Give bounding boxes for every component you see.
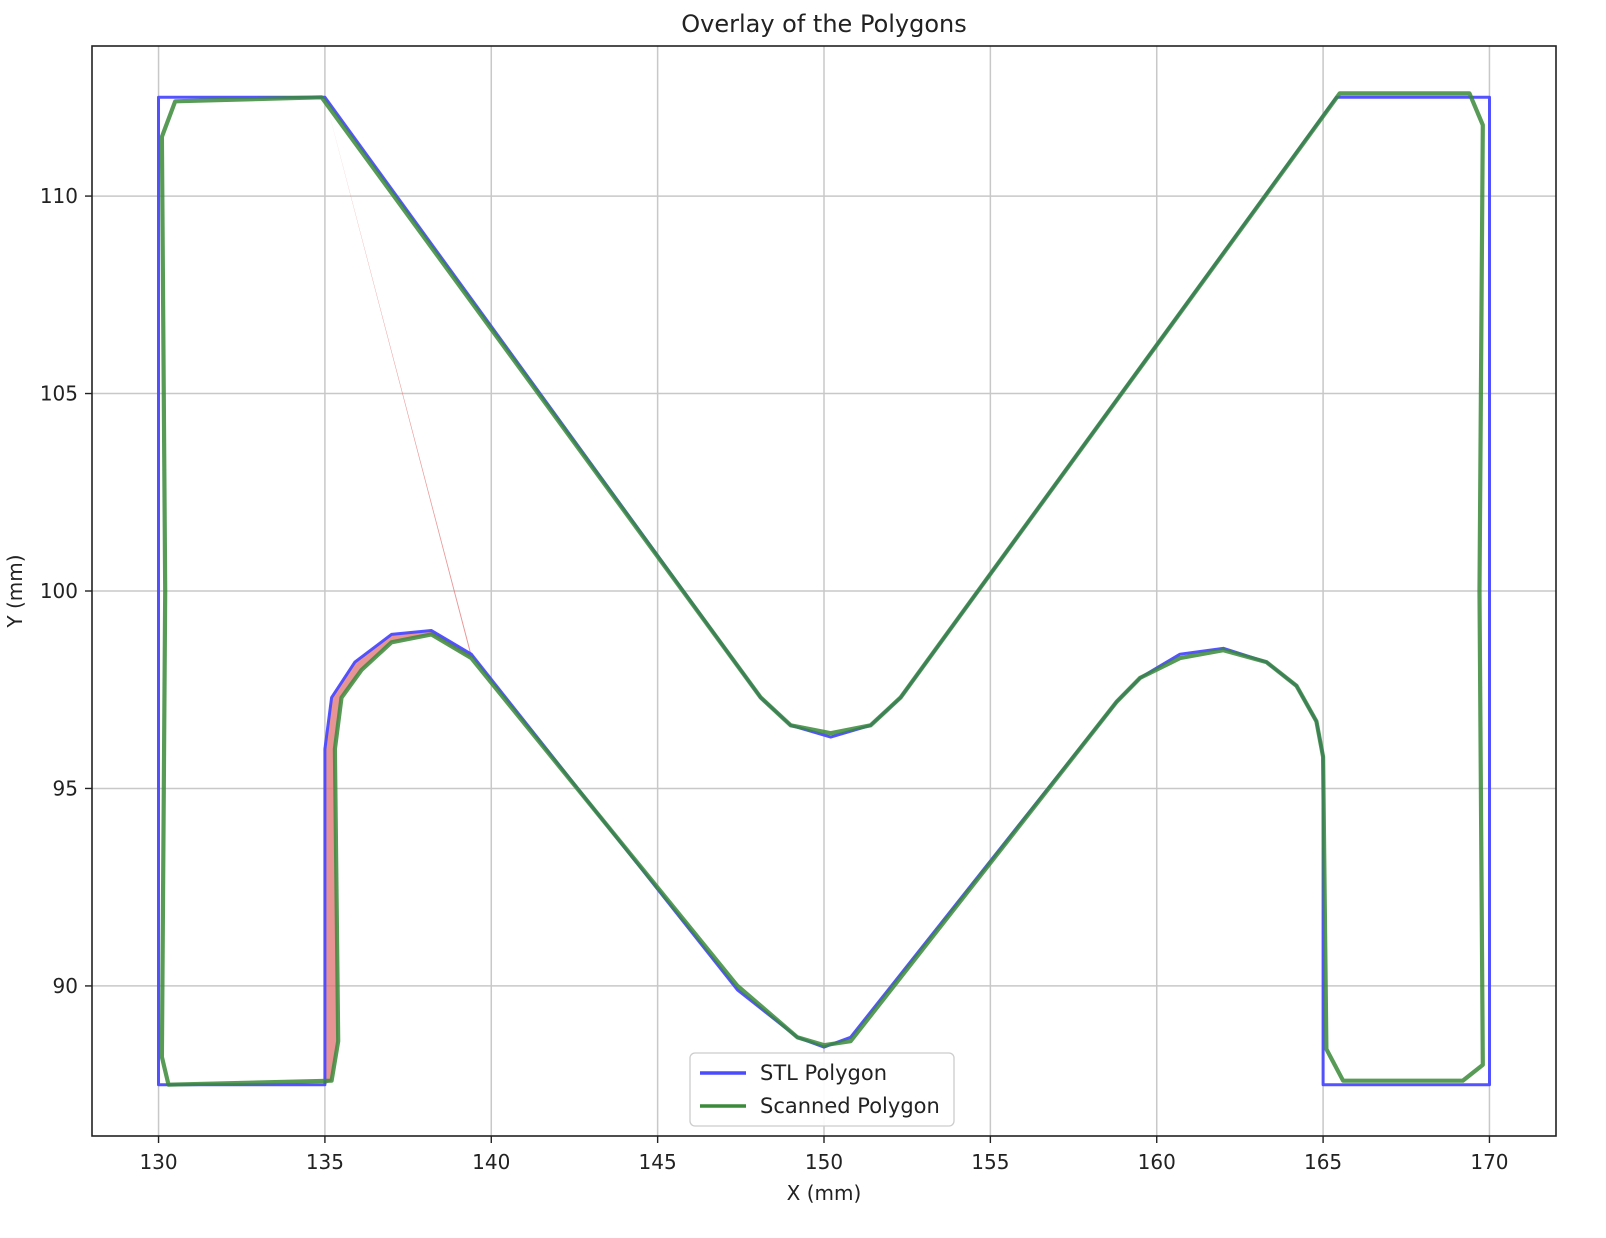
x-tick-label: 160 xyxy=(1138,1150,1176,1174)
chart-title: Overlay of the Polygons xyxy=(681,10,967,38)
y-tick-label: 105 xyxy=(40,382,78,406)
legend-box xyxy=(689,1052,955,1127)
y-tick-label: 95 xyxy=(53,776,78,800)
x-tick-label: 135 xyxy=(306,1150,344,1174)
ticks: 130 135 140 145 150 155 160 165 170 90 95 100 105 110 xyxy=(40,184,1509,1174)
series-layer xyxy=(157,91,1491,1087)
x-tick-label: 150 xyxy=(805,1150,843,1174)
x-tick-label: 140 xyxy=(472,1150,510,1174)
x-tick-label: 155 xyxy=(971,1150,1009,1174)
legend: STL Polygon Scanned Polygon xyxy=(689,1052,955,1127)
x-axis-title: X (mm) xyxy=(787,1181,862,1205)
y-axis-title: Y (mm) xyxy=(3,554,27,628)
y-tick-label: 90 xyxy=(53,974,78,998)
y-tick-label: 100 xyxy=(40,579,78,603)
legend-label: Scanned Polygon xyxy=(760,1094,940,1118)
x-tick-label: 145 xyxy=(639,1150,677,1174)
x-tick-label: 165 xyxy=(1304,1150,1342,1174)
scanned-polygon-line xyxy=(159,91,1485,1087)
x-tick-label: 170 xyxy=(1470,1150,1508,1174)
legend-label: STL Polygon xyxy=(760,1061,887,1085)
y-tick-label: 110 xyxy=(40,184,78,208)
x-tick-label: 130 xyxy=(139,1150,177,1174)
